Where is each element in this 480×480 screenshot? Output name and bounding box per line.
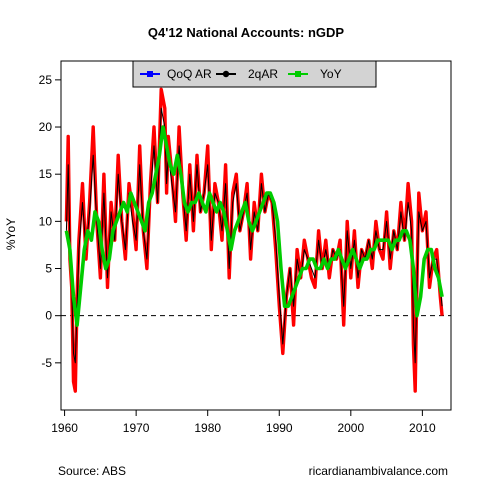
series-line: [64, 125, 444, 327]
y-tick-label: -5: [41, 356, 52, 370]
y-tick-label: 5: [45, 262, 52, 276]
legend-label: QoQ AR: [167, 67, 212, 81]
x-tick-label: 2010: [409, 421, 436, 435]
legend-item-2qar: 2qAR: [216, 67, 278, 81]
legend-item-qoq-ar: QoQ AR: [140, 67, 212, 81]
legend-label: YoY: [320, 67, 342, 81]
series-yoy: [64, 125, 444, 327]
x-axis: 1960 1970 1980 1990 2000 2010: [51, 410, 436, 435]
x-tick-label: 2000: [337, 421, 364, 435]
legend-marker: [222, 70, 230, 78]
x-tick-label: 1970: [123, 421, 150, 435]
x-tick-label: 1960: [51, 421, 78, 435]
source-note: Source: ABS: [58, 464, 126, 478]
y-tick-label: 25: [39, 73, 53, 87]
y-tick-label: 0: [45, 309, 52, 323]
legend-box: [132, 60, 377, 88]
legend-marker: [295, 71, 301, 77]
x-tick-label: 1980: [194, 421, 221, 435]
legend-label: 2qAR: [248, 67, 278, 81]
plot-area: [61, 87, 451, 393]
legend-item-yoy: YoY: [288, 67, 342, 81]
chart-title: Q4'12 National Accounts: nGDP: [148, 25, 345, 40]
x-tick-label: 1990: [266, 421, 293, 435]
legend-marker: [147, 71, 153, 77]
y-tick-label: 20: [39, 120, 53, 134]
y-tick-label: 10: [39, 214, 53, 228]
legend: QoQ AR 2qAR YoY: [132, 60, 377, 88]
site-credit: ricardianambivalance.com: [309, 464, 448, 478]
y-tick-label: 15: [39, 167, 53, 181]
y-axis-label: %YoY: [4, 218, 18, 250]
y-axis: -5 0 5 10 15 20 25: [39, 73, 61, 370]
